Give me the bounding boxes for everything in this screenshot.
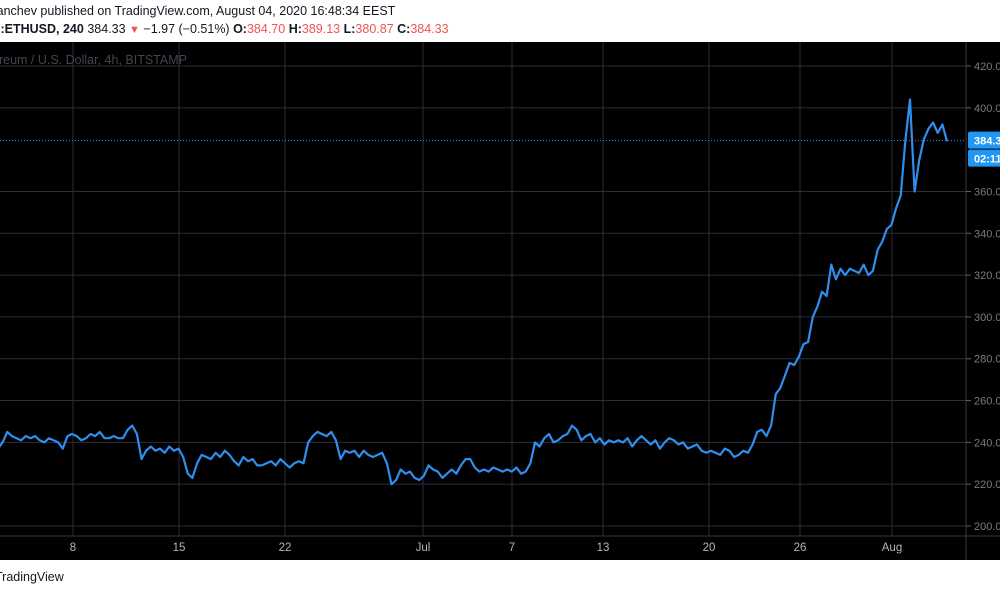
x-tick-label: 13 <box>597 542 610 554</box>
x-tick-label: 7 <box>509 542 515 554</box>
y-tick-label: 400.0 <box>974 103 1000 115</box>
symbol-label[interactable]: TAMP:ETHUSD, 240 <box>0 22 84 36</box>
down-arrow-icon: ▼ <box>129 24 140 36</box>
countdown-tag-bg <box>968 149 1000 167</box>
y-tick-label: 360.0 <box>974 186 1000 198</box>
low-value: 380.87 <box>355 22 394 36</box>
low-label: L: <box>343 22 356 36</box>
chart-grid <box>0 42 1000 560</box>
last-price-tag-bg <box>968 131 1000 149</box>
open-value: 384.70 <box>246 22 286 36</box>
y-tick-label: 320.0 <box>974 270 1000 282</box>
chart-title: ereum / U.S. Dollar, 4h, BITSTAMP <box>0 53 187 67</box>
price-change: −1.97 (−0.51%) <box>143 22 230 36</box>
published-info: anLyanchev published on TradingView.com,… <box>0 4 396 18</box>
x-tick-label: 20 <box>703 542 716 554</box>
x-tick-label: 15 <box>173 542 186 554</box>
price-axis: 420.0 400.0 360.0 340.0 320.0 300.0 280.0 260.0… <box>966 61 1000 533</box>
chart-footer: TradingView <box>0 560 1000 596</box>
y-tick-label: 200.0 <box>974 521 1000 533</box>
close-value: 384.33 <box>410 22 449 36</box>
chart-area[interactable]: ereum / U.S. Dollar, 4h, BITSTAMP 420.0 4… <box>0 42 1000 560</box>
y-tick-label: 420.0 <box>974 61 1000 73</box>
x-tick-label: Jul <box>416 542 431 554</box>
x-tick-label: 8 <box>70 542 76 554</box>
y-tick-label: 220.0 <box>974 479 1000 491</box>
price-tags: 384.3 02:11 <box>968 131 1000 167</box>
last-price-tag: 384.3 <box>974 136 1000 148</box>
price-chart[interactable]: ereum / U.S. Dollar, 4h, BITSTAMP 420.04… <box>0 42 1000 560</box>
chart-header: anLyanchev published on TradingView.com,… <box>0 0 1000 42</box>
y-tick-label: 260.0 <box>974 396 1000 408</box>
countdown-tag: 02:11 <box>974 154 1000 166</box>
x-tick-label: Aug <box>882 542 902 554</box>
x-tick-label: 22 <box>279 542 292 554</box>
ohlc-bar: TAMP:ETHUSD, 240 384.33 ▼ −1.97 (−0.51%)… <box>0 22 449 36</box>
y-tick-label: 340.0 <box>974 228 1000 240</box>
close-label: C: <box>397 22 411 36</box>
y-tick-label: 240.0 <box>974 437 1000 449</box>
last-price: 384.33 <box>87 22 126 36</box>
tradingview-brand: TradingView <box>0 570 64 584</box>
x-tick-label: 26 <box>794 542 807 554</box>
high-label: H: <box>288 22 302 36</box>
y-tick-label: 300.0 <box>974 312 1000 324</box>
price-series-line <box>0 98 949 486</box>
time-axis: 8 15 22 Jul 7 13 20 26 Aug <box>70 542 902 554</box>
y-tick-label: 280.0 <box>974 354 1000 366</box>
open-label: O: <box>233 22 247 36</box>
high-value: 389.13 <box>301 22 341 36</box>
